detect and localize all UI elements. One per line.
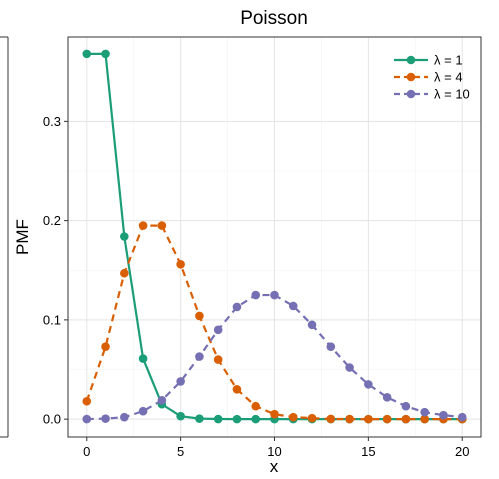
data-point [307, 413, 317, 423]
data-point [288, 412, 298, 422]
series-line [85, 224, 463, 421]
x-axis-title: x [270, 457, 279, 476]
data-point [232, 385, 242, 394]
legend-label: λ = 10 [434, 87, 470, 102]
data-point [439, 410, 448, 420]
data-point [138, 354, 148, 363]
data-point [364, 414, 373, 424]
y-tick-label: 0.3 [43, 114, 61, 129]
legend-key-point [406, 55, 416, 65]
y-axis: 0.0 0.1 0.2 0.3 [43, 114, 68, 427]
data-point [288, 301, 298, 311]
chart-title: Poisson [240, 8, 308, 29]
data-point [120, 412, 129, 422]
data-point [82, 49, 92, 59]
data-point [120, 232, 129, 241]
data-point [213, 414, 223, 424]
data-point [251, 401, 261, 411]
data-point [213, 355, 223, 364]
data-point [401, 401, 411, 411]
data-point [157, 395, 167, 405]
data-point [101, 342, 110, 351]
left-neighbor-panel-edge [0, 36, 9, 438]
y-tick-label: 0.2 [43, 213, 61, 228]
data-point [345, 363, 354, 372]
data-point [364, 380, 373, 389]
y-tick-label: 0.0 [43, 412, 61, 427]
data-point [176, 259, 185, 269]
data-point [176, 411, 185, 421]
data-point [420, 407, 429, 417]
data-point [401, 414, 411, 424]
data-point [251, 290, 261, 300]
data-point [457, 412, 467, 422]
data-point [345, 414, 354, 424]
data-point [195, 311, 204, 321]
legend-label: λ = 4 [434, 70, 463, 85]
data-point [270, 290, 279, 300]
x-tick-label: 5 [177, 444, 184, 459]
gridlines [68, 37, 481, 437]
data-point [176, 377, 185, 386]
series-layer [82, 49, 467, 424]
series-3 [82, 290, 467, 424]
data-point [232, 302, 242, 312]
data-point [420, 414, 429, 424]
x-tick-label: 10 [267, 444, 281, 459]
data-point [382, 392, 392, 402]
data-point [213, 325, 223, 335]
legend: λ = 1 λ = 4 λ = 10 [394, 53, 470, 102]
x-tick-label: 20 [455, 444, 469, 459]
data-point [82, 414, 92, 424]
legend-key-point [406, 72, 416, 82]
data-point [382, 414, 392, 424]
data-point [138, 221, 148, 230]
data-point [82, 396, 92, 406]
data-point [251, 414, 261, 424]
legend-label: λ = 1 [434, 53, 463, 68]
y-tick-label: 0.1 [43, 312, 61, 327]
data-point [138, 406, 148, 416]
data-point [307, 320, 317, 330]
data-point [101, 49, 110, 59]
x-tick-label: 0 [83, 444, 90, 459]
x-axis: 0 5 10 15 20 [83, 437, 469, 459]
data-point [120, 268, 129, 278]
data-point [195, 352, 204, 361]
y-axis-title: PMF [13, 219, 32, 255]
x-tick-label: 15 [361, 444, 375, 459]
data-point [326, 342, 336, 351]
data-point [270, 409, 279, 419]
data-point [232, 414, 242, 424]
data-point [157, 221, 167, 230]
data-point [195, 414, 204, 423]
data-point [101, 414, 110, 423]
legend-key-point [406, 89, 416, 99]
data-point [326, 414, 336, 424]
